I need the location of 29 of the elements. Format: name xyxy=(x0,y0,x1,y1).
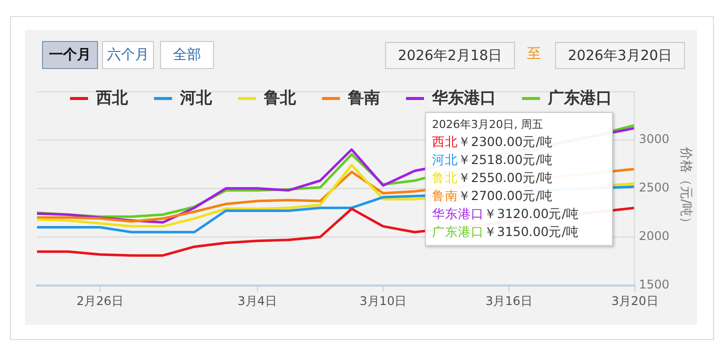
x-tick-label: 3月16日 xyxy=(486,294,532,308)
text: 2026年3月20日 xyxy=(555,42,685,69)
text: 六个月 xyxy=(102,41,154,69)
x-tick-label: 3月20日 xyxy=(611,294,658,308)
legend-label: 河北 xyxy=(180,88,212,109)
legend-label: 西北 xyxy=(96,88,128,109)
annotation: 鲁北￥2550.00元/吨 xyxy=(432,170,553,185)
text: 至 xyxy=(527,45,541,63)
y-tick-label: 1500 xyxy=(638,278,670,292)
legend-label: 鲁北 xyxy=(264,88,296,109)
text: 一个月 xyxy=(42,41,98,69)
annotation: 2026年3月20日, 周五 xyxy=(432,117,544,132)
annotation: 华东港口￥3120.00元/吨 xyxy=(432,206,579,221)
annotation: 河北￥2518.00元/吨 xyxy=(432,152,553,167)
legend-label: 广东港口 xyxy=(548,88,612,109)
text: 2026年2月18日 xyxy=(385,42,515,69)
legend-label: 鲁南 xyxy=(348,88,380,109)
annotation: 鲁南￥2700.00元/吨 xyxy=(432,188,553,203)
y-tick-label: 3000 xyxy=(638,132,670,146)
text: 全部 xyxy=(160,41,214,69)
x-tick-label: 3月4日 xyxy=(238,294,277,308)
annotation: 西北￥2300.00元/吨 xyxy=(432,134,553,149)
x-tick-label: 3月10日 xyxy=(360,294,407,308)
annotation: 广东港口￥3150.00元/吨 xyxy=(432,224,579,239)
y-tick-label: 2000 xyxy=(638,229,670,244)
y-axis-title: 价格（元/吨） xyxy=(678,146,693,230)
legend-label: 华东港口 xyxy=(432,88,496,109)
x-tick-label: 2月26日 xyxy=(76,294,124,308)
y-tick-label: 2500 xyxy=(638,180,670,195)
